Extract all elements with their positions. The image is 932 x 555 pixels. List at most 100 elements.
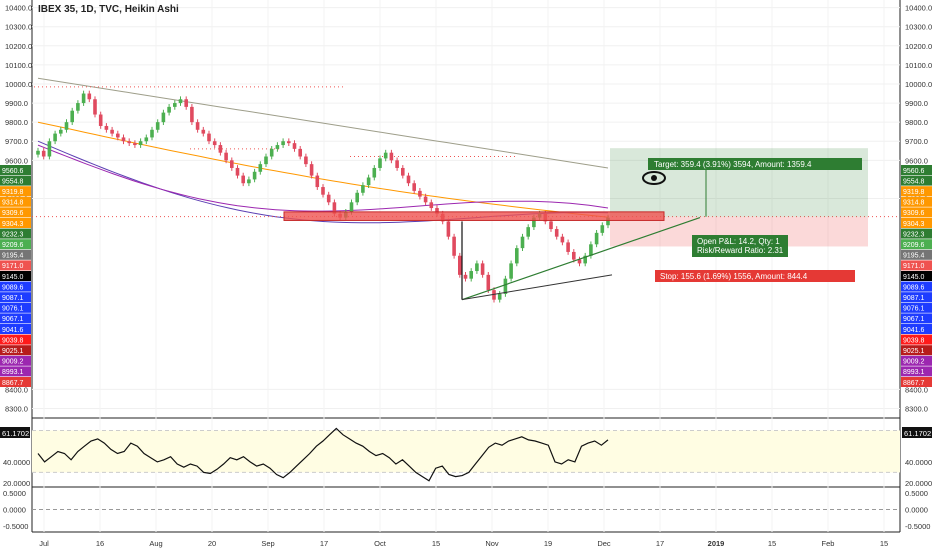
right-price-badge-text: 9209.6 xyxy=(903,242,925,249)
macd-tick-right: 0.5000 xyxy=(905,489,928,498)
candle xyxy=(264,156,268,165)
left-price-badge-text: 9041.6 xyxy=(2,327,24,334)
candle xyxy=(190,106,194,123)
candle xyxy=(321,187,325,195)
candle xyxy=(389,152,394,161)
rsi-tick-left: 20.0000 xyxy=(3,479,30,488)
candle xyxy=(509,263,513,279)
rsi-value-right: 61.1702 xyxy=(904,429,931,438)
left-price-badge-text: 9554.8 xyxy=(2,178,24,185)
candle xyxy=(133,143,137,146)
candle xyxy=(532,217,536,228)
time-tick: Aug xyxy=(149,539,162,548)
right-price-badge-text: 9171.0 xyxy=(903,263,925,270)
price-tick-right: 9600.0 xyxy=(905,156,928,165)
candle xyxy=(178,99,183,104)
candle xyxy=(594,232,599,245)
resistance-zone[interactable] xyxy=(283,211,665,221)
price-tick-left: 10100.0 xyxy=(5,61,32,70)
candle xyxy=(252,171,257,180)
right-price-badge xyxy=(901,186,932,197)
candle xyxy=(138,141,143,146)
left-price-badge-text: 9209.6 xyxy=(2,242,24,249)
candle xyxy=(224,152,228,161)
price-tick-left: 10300.0 xyxy=(5,23,32,32)
price-tick-right: 8300.0 xyxy=(905,404,928,413)
right-price-badge-text: 9009.2 xyxy=(903,359,925,366)
right-price-badge-text: 9560.6 xyxy=(903,168,925,175)
price-pane[interactable] xyxy=(32,0,900,418)
candle xyxy=(292,143,297,149)
candle xyxy=(480,263,485,275)
right-price-badge-text: 9554.8 xyxy=(903,178,925,185)
right-price-badge xyxy=(901,313,932,324)
candle xyxy=(332,202,337,214)
candle xyxy=(418,190,422,197)
candle xyxy=(606,217,610,226)
right-price-badge-text: 9319.8 xyxy=(903,189,925,196)
price-tick-right: 10000.0 xyxy=(905,80,932,89)
left-price-badge xyxy=(0,366,31,377)
macd-tick-left: -0.5000 xyxy=(3,522,28,531)
candle xyxy=(241,175,245,184)
candle xyxy=(127,141,131,144)
candle xyxy=(230,160,234,168)
candle xyxy=(155,122,160,130)
time-tick: 19 xyxy=(544,539,552,548)
candle xyxy=(515,248,519,264)
time-tick: 16 xyxy=(96,539,104,548)
candle xyxy=(258,164,263,172)
stop-label-box xyxy=(655,270,855,282)
candle xyxy=(235,167,240,176)
left-price-badge-text: 8993.1 xyxy=(2,369,24,376)
candle xyxy=(486,274,491,291)
macd-tick-left: 0.5000 xyxy=(3,489,26,498)
right-price-badge xyxy=(901,175,932,186)
candle xyxy=(93,99,97,115)
trend-line-lower xyxy=(461,274,613,301)
candle xyxy=(520,236,525,249)
candle xyxy=(549,221,553,230)
right-price-badge xyxy=(901,165,932,175)
pl-label-box xyxy=(692,235,788,257)
price-tick-right: 8400.0 xyxy=(905,385,928,394)
left-price-badge-text: 9232.3 xyxy=(2,231,24,238)
candle xyxy=(366,177,371,186)
rsi-tick-left: 40.0000 xyxy=(3,458,30,467)
right-price-badge-text: 9195.4 xyxy=(903,253,925,260)
price-tick-left: 8300.0 xyxy=(5,404,28,413)
eye-icon[interactable] xyxy=(642,171,666,185)
left-price-badge-text: 9145.0 xyxy=(2,274,24,281)
candle xyxy=(212,141,217,146)
right-price-badge-text: 9041.6 xyxy=(903,327,925,334)
price-tick-left: 9800.0 xyxy=(5,118,28,127)
price-tick-left: 10000.0 xyxy=(5,80,32,89)
right-price-badge-text: 9025.1 xyxy=(903,348,925,355)
right-price-badge xyxy=(901,271,932,281)
target-label-box xyxy=(648,158,862,170)
left-price-badge-text: 8867.7 xyxy=(2,380,24,387)
candle xyxy=(64,122,69,130)
time-tick: Nov xyxy=(485,539,499,548)
candle xyxy=(503,278,508,294)
ma-20-line xyxy=(37,144,609,212)
time-tick: Feb xyxy=(822,539,835,548)
candle xyxy=(401,167,405,176)
candle xyxy=(566,242,570,252)
price-tick-left: 10200.0 xyxy=(5,42,32,51)
candle xyxy=(469,271,473,279)
trend-line[interactable] xyxy=(461,217,701,301)
candle xyxy=(372,167,377,178)
rr-label: Risk/Reward Ratio: 2.31 xyxy=(697,246,784,255)
left-price-badge xyxy=(0,260,31,271)
time-tick: Sep xyxy=(261,539,274,548)
right-price-badge xyxy=(901,260,932,271)
candle xyxy=(76,103,80,111)
candle xyxy=(281,141,285,146)
time-tick: 2019 xyxy=(708,539,725,548)
left-price-badge-text: 9089.6 xyxy=(2,284,24,291)
right-price-badge xyxy=(901,228,932,239)
left-price-badge xyxy=(0,165,31,175)
candle xyxy=(435,208,439,214)
